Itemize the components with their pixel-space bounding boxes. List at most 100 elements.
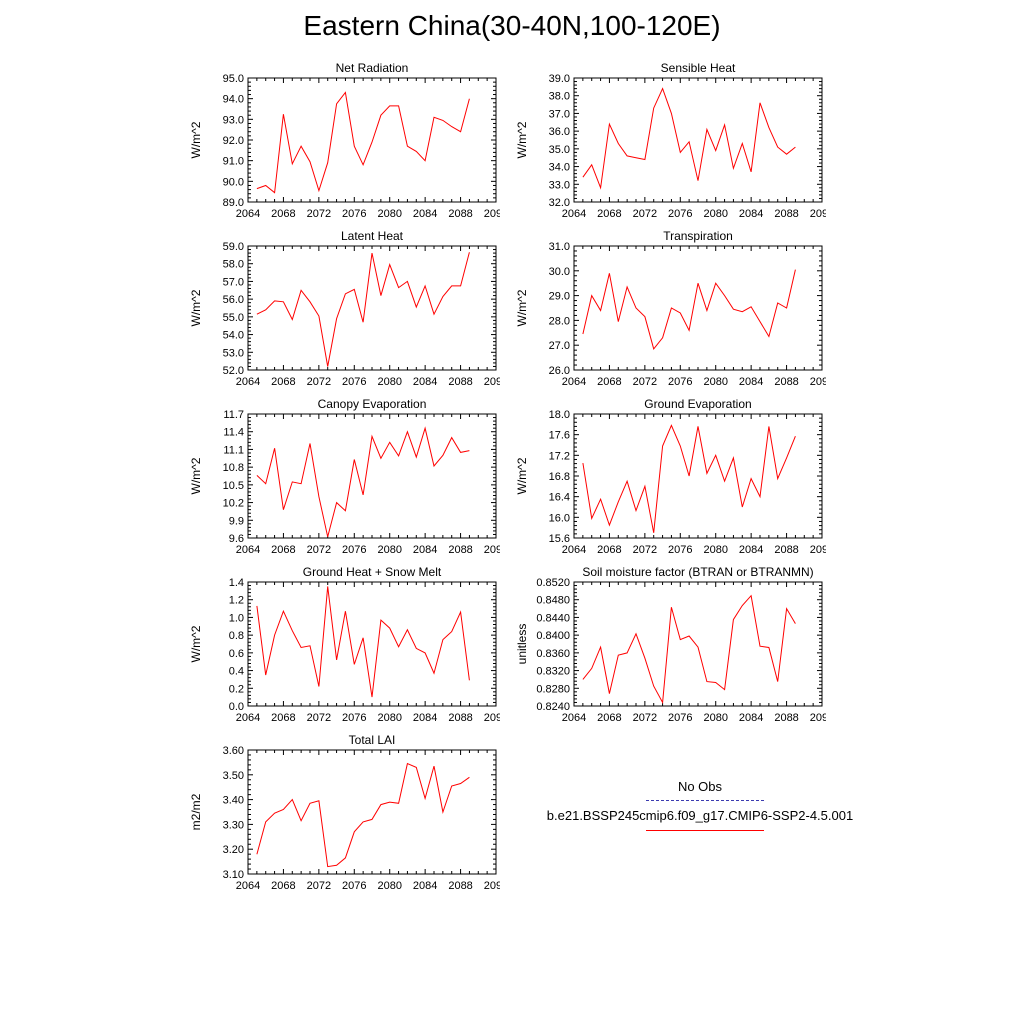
y-tick-label: 92.0 (223, 135, 244, 147)
y-tick-label: 28.0 (549, 315, 570, 327)
y-axis-label: W/m^2 (515, 457, 529, 494)
y-tick-label: 0.4 (229, 666, 244, 678)
y-tick-label: 1.4 (229, 577, 244, 589)
y-tick-label: 16.8 (549, 471, 570, 483)
x-tick-label: 2072 (307, 376, 331, 386)
y-tick-label: 11.7 (223, 409, 244, 421)
x-tick-label: 2068 (597, 712, 621, 722)
y-tick-label: 94.0 (223, 94, 244, 106)
y-tick-label: 26.0 (549, 365, 570, 377)
y-axis-label: W/m^2 (189, 625, 203, 662)
plot-frame (247, 77, 497, 203)
y-tick-label: 90.0 (223, 176, 244, 188)
y-tick-label: 1.2 (229, 595, 244, 607)
series-line (582, 594, 796, 705)
series-line (256, 91, 470, 194)
panel-soil-moisture-factor: Soil moisture factor (BTRAN or BTRANMN) u… (506, 562, 834, 727)
y-tick-label: 59.0 (223, 241, 244, 253)
x-tick-label: 2076 (668, 544, 692, 554)
x-tick-label: 2088 (774, 208, 798, 218)
chart-svg: Ground Evaporation W/m^2 2064 2068 2072 2076 2… (515, 397, 834, 556)
panel-canopy-evaporation: Canopy Evaporation W/m^2 2064 2068 2072 2076 2… (180, 394, 508, 559)
y-tick-label: 57.0 (223, 276, 244, 288)
x-tick-label: 2076 (342, 712, 366, 722)
x-tick-label: 2064 (236, 712, 260, 722)
panel-title: Total LAI (349, 733, 396, 747)
x-tick-label: 2072 (307, 544, 331, 554)
y-tick-label: 58.0 (223, 259, 244, 271)
panel-title: Soil moisture factor (BTRAN or BTRANMN) (582, 565, 813, 579)
x-tick-label: 2088 (448, 880, 472, 890)
y-axis-label: unitless (515, 624, 529, 665)
panel-title: Sensible Heat (661, 61, 736, 75)
x-tick-label: 2072 (307, 880, 331, 890)
plot-frame (247, 749, 497, 875)
panel-latent-heat: Latent Heat W/m^2 2064 2068 2072 2076 2080 2084… (180, 226, 508, 391)
x-tick-label: 2084 (413, 544, 437, 554)
x-tick-label: 2080 (377, 208, 401, 218)
y-tick-label: 35.0 (549, 144, 570, 156)
y-tick-label: 0.8400 (536, 630, 570, 642)
x-tick-label: 2072 (307, 712, 331, 722)
y-tick-label: 0.8 (229, 630, 244, 642)
y-tick-label: 0.8480 (536, 595, 570, 607)
x-tick-label: 2068 (597, 544, 621, 554)
y-tick-label: 3.50 (223, 770, 244, 782)
y-tick-label: 16.4 (549, 492, 570, 504)
y-tick-label: 0.8240 (536, 701, 570, 713)
y-tick-label: 93.0 (223, 114, 244, 126)
x-tick-label: 2084 (413, 880, 437, 890)
x-tick-label: 2064 (562, 376, 586, 386)
y-axis-label: m2/m2 (189, 793, 203, 830)
y-tick-label: 53.0 (223, 347, 244, 359)
legend-label-model-run: b.e21.BSSP245cmip6.f09_g17.CMIP6-SSP2-4.… (546, 808, 854, 823)
panel-transpiration: Transpiration W/m^2 2064 2068 2072 2076 2080 20… (506, 226, 834, 391)
y-tick-label: 89.0 (223, 197, 244, 209)
x-tick-label: 2076 (668, 208, 692, 218)
y-tick-label: 10.5 (223, 480, 244, 492)
x-tick-label: 2080 (377, 712, 401, 722)
y-tick-label: 9.9 (229, 515, 244, 527)
series-line (256, 252, 470, 367)
x-tick-label: 2076 (668, 712, 692, 722)
series-line (582, 424, 796, 533)
y-tick-label: 0.6 (229, 648, 244, 660)
x-tick-label: 2068 (271, 376, 295, 386)
x-tick-label: 2068 (271, 880, 295, 890)
x-tick-label: 2084 (739, 544, 763, 554)
plot-frame (247, 245, 497, 371)
x-tick-label: 2076 (342, 544, 366, 554)
panel-sensible-heat: Sensible Heat W/m^2 2064 2068 2072 2076 2080 20… (506, 58, 834, 223)
y-tick-label: 37.0 (549, 108, 570, 120)
y-tick-label: 34.0 (549, 162, 570, 174)
x-tick-label: 2088 (448, 208, 472, 218)
y-tick-label: 0.8440 (536, 612, 570, 624)
chart-svg: Net Radiation W/m^2 2064 2068 2072 2076 2080 20… (189, 61, 508, 220)
y-axis-label: W/m^2 (515, 121, 529, 158)
panel-title: Transpiration (663, 229, 733, 243)
x-tick-label: 2072 (633, 376, 657, 386)
x-tick-label: 2068 (597, 376, 621, 386)
panel-net-radiation: Net Radiation W/m^2 2064 2068 2072 2076 2080 20… (180, 58, 508, 223)
x-tick-label: 2064 (236, 208, 260, 218)
y-tick-label: 9.6 (229, 533, 244, 545)
y-axis-label: W/m^2 (189, 121, 203, 158)
x-tick-label: 2080 (703, 208, 727, 218)
series-line (256, 586, 470, 698)
plot-frame (573, 245, 823, 371)
x-tick-label: 2084 (739, 712, 763, 722)
y-tick-label: 29.0 (549, 291, 570, 303)
y-tick-label: 3.60 (223, 745, 244, 757)
panel-title: Ground Heat + Snow Melt (303, 565, 442, 579)
y-tick-label: 10.8 (223, 462, 244, 474)
panel-title: Net Radiation (336, 61, 409, 75)
y-tick-label: 0.8360 (536, 648, 570, 660)
legend-line-no-obs (646, 800, 764, 801)
y-tick-label: 95.0 (223, 73, 244, 85)
y-tick-label: 39.0 (549, 73, 570, 85)
y-tick-label: 15.6 (549, 533, 570, 545)
y-tick-label: 52.0 (223, 365, 244, 377)
